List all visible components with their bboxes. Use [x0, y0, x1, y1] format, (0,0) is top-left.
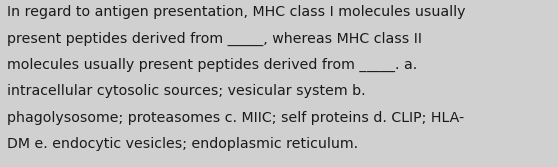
Text: phagolysosome; proteasomes c. MIIC; self proteins d. CLIP; HLA-: phagolysosome; proteasomes c. MIIC; self… — [7, 111, 464, 125]
Text: intracellular cytosolic sources; vesicular system b.: intracellular cytosolic sources; vesicul… — [7, 84, 365, 98]
Text: present peptides derived from _____, whereas MHC class II: present peptides derived from _____, whe… — [7, 31, 422, 46]
Text: molecules usually present peptides derived from _____. a.: molecules usually present peptides deriv… — [7, 58, 417, 72]
Text: DM e. endocytic vesicles; endoplasmic reticulum.: DM e. endocytic vesicles; endoplasmic re… — [7, 137, 358, 151]
Text: In regard to antigen presentation, MHC class I molecules usually: In regard to antigen presentation, MHC c… — [7, 5, 465, 19]
